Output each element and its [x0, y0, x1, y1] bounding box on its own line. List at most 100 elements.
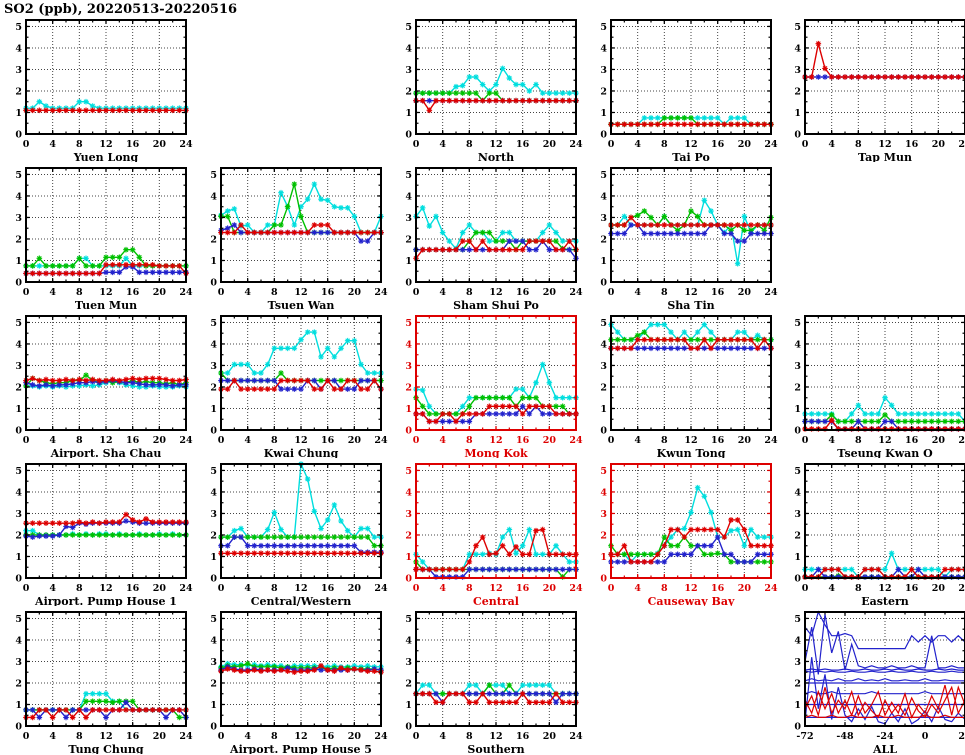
y-tick-label: 0 — [405, 278, 412, 289]
y-tick-label: 3 — [794, 509, 801, 520]
y-tick-label: 2 — [210, 234, 217, 245]
x-tick-label: 16 — [516, 731, 530, 742]
x-tick-label: 12 — [489, 287, 502, 298]
axes — [804, 463, 965, 579]
gridlines — [221, 464, 381, 578]
x-tick-label: 20 — [153, 731, 167, 742]
y-tick-label: 3 — [600, 65, 607, 76]
chart-title: Central — [473, 595, 519, 606]
y-tick-label: 1 — [794, 108, 801, 119]
x-tick-label: 4 — [634, 139, 641, 150]
plot-all: 0 1 2 3 4 5 -72 -48 -24 0 24 ALL — [794, 610, 965, 755]
chart-title: Eastern — [861, 595, 909, 606]
x-tick-label: -48 — [836, 731, 854, 742]
y-tick-label: 3 — [405, 657, 412, 668]
y-tick-label: 0 — [794, 722, 801, 733]
x-tick-label: 20 — [348, 287, 362, 298]
series-red-markers — [218, 550, 384, 557]
y-tick-label: 4 — [600, 43, 607, 54]
y-tick-label: 3 — [210, 509, 217, 520]
x-tick-label: 4 — [439, 731, 446, 742]
x-tick-label: 0 — [218, 731, 225, 742]
y-tick-label: 2 — [210, 678, 217, 689]
axes — [25, 463, 187, 579]
x-tick-label: 20 — [543, 583, 557, 594]
x-tick-label: 4 — [634, 287, 641, 298]
x-tick-label: 16 — [711, 287, 725, 298]
y-tick-label: 4 — [210, 487, 217, 498]
y-tick-label: 4 — [210, 339, 217, 350]
y-tick-label: 0 — [15, 722, 22, 733]
y-tick-label: 5 — [600, 170, 607, 181]
y-tick-label: 2 — [15, 678, 22, 689]
x-tick-label: 12 — [99, 139, 112, 150]
gridlines — [416, 612, 576, 726]
x-tick-label: 16 — [711, 139, 725, 150]
x-tick-label: 16 — [711, 583, 725, 594]
x-tick-label: 24 — [374, 583, 388, 594]
x-tick-label: 24 — [764, 435, 778, 446]
x-tick-label: 12 — [489, 583, 502, 594]
y-tick-label: 4 — [405, 635, 412, 646]
page-title: SO2 (ppb), 20220513-20220516 — [4, 2, 238, 17]
x-tick-label: 20 — [738, 287, 752, 298]
x-tick-label: 0 — [413, 731, 420, 742]
y-tick-label: 5 — [405, 170, 412, 181]
x-tick-label: 16 — [126, 435, 140, 446]
axes — [25, 19, 187, 135]
y-tick-label: 3 — [600, 213, 607, 224]
x-tick-label: 0 — [23, 287, 30, 298]
chart-title: Kwai Chung — [264, 447, 339, 458]
chart-kwai-chung: 0 1 2 3 4 5 0 4 8 12 16 20 24 Kwai Chung — [196, 310, 391, 460]
chart-title: Tuen Mun — [75, 299, 137, 310]
x-tick-label: 12 — [684, 287, 697, 298]
gridlines — [221, 316, 381, 430]
x-tick-label: 8 — [661, 287, 668, 298]
y-tick-label: 3 — [210, 657, 217, 668]
y-tick-label: 4 — [405, 43, 412, 54]
x-tick-label: 24 — [179, 435, 193, 446]
y-tick-label: 4 — [405, 487, 412, 498]
y-tick-label: 3 — [600, 361, 607, 372]
x-tick-label: 0 — [802, 139, 809, 150]
x-tick-label: 4 — [439, 435, 446, 446]
y-tick-label: 1 — [405, 700, 412, 711]
y-tick-label: 3 — [405, 65, 412, 76]
series-blue-line — [804, 610, 965, 650]
x-tick-label: 8 — [466, 583, 473, 594]
x-tick-label: 20 — [348, 435, 362, 446]
y-tick-label: 3 — [15, 509, 22, 520]
x-tick-label: 4 — [439, 287, 446, 298]
x-tick-label: 20 — [348, 583, 362, 594]
x-tick-label: 20 — [543, 139, 557, 150]
y-tick-label: 2 — [405, 234, 412, 245]
axes — [415, 315, 577, 431]
plot-tseung-kwan-o: 01234504812162024Tseung Kwan O — [794, 315, 965, 460]
axes — [415, 19, 577, 135]
y-tick-label: 4 — [15, 635, 22, 646]
x-tick-label: 24 — [569, 583, 583, 594]
y-tick-label: 4 — [15, 487, 22, 498]
chart-airport-sha-chau: 0 1 2 3 4 5 0 4 8 12 16 20 24 Airport. Sha Chau — [1, 310, 196, 460]
axes — [610, 19, 772, 135]
series-red-markers — [802, 40, 965, 80]
y-tick-label: 1 — [600, 404, 607, 415]
x-tick-label: 20 — [153, 583, 167, 594]
y-tick-label: 1 — [405, 404, 412, 415]
axes — [610, 315, 772, 431]
x-tick-label: 24 — [958, 139, 965, 150]
y-tick-label: 0 — [600, 130, 607, 141]
x-tick-label: 16 — [321, 287, 335, 298]
axes — [220, 611, 382, 727]
y-tick-label: 4 — [600, 487, 607, 498]
y-tick-label: 5 — [15, 318, 22, 329]
x-tick-label: 24 — [958, 583, 965, 594]
y-tick-label: 0 — [794, 130, 801, 141]
